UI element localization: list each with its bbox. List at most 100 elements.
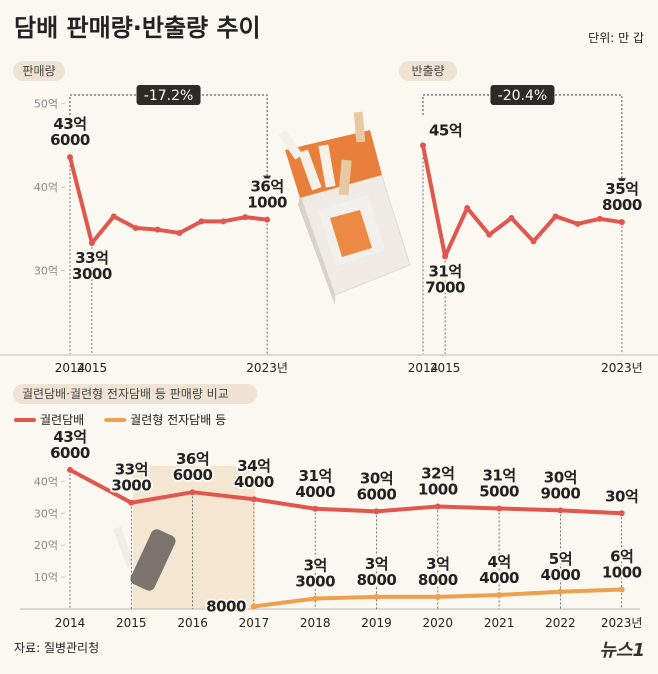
pill [13, 61, 65, 81]
value-label-line: 6000 [50, 444, 90, 462]
value-label: 31억 5000 [479, 466, 519, 500]
value-label-line: 4억 [487, 553, 510, 571]
value-label: 35억 8000 [602, 180, 642, 214]
point [557, 507, 564, 514]
bracket-arrow [263, 175, 272, 183]
value-label: 31억 7000 [425, 262, 465, 296]
point [434, 593, 441, 600]
point [434, 503, 441, 510]
point [67, 466, 73, 473]
value-label: 4억 4000 [479, 553, 519, 587]
chart-label: 반출량 [411, 64, 444, 78]
value-label-line: 3억 [304, 556, 327, 574]
value-label: 43억 6000 [50, 115, 90, 149]
point [132, 225, 139, 232]
line [68, 155, 270, 246]
value-label-line: 30억 [605, 487, 638, 505]
point [264, 216, 271, 223]
value-label-line: 3000 [72, 265, 112, 283]
value-label-line: 43억 [53, 428, 86, 446]
value-label-line: 33억 [115, 461, 148, 479]
illustration [278, 111, 411, 305]
x-tick-label: 2015 [430, 361, 461, 375]
y-tick-label: 50억 [34, 98, 58, 111]
value-label-line: 8000 [602, 196, 642, 214]
value-label-line: 3000 [111, 477, 151, 495]
point [618, 586, 625, 593]
value-label: 36억 1000 [247, 178, 287, 212]
value-label: 33억 3000 [72, 249, 112, 283]
point [618, 510, 625, 517]
point [154, 226, 161, 233]
point [242, 214, 249, 221]
value-label: 45억 [429, 121, 462, 139]
value-label-line: 35억 [605, 180, 638, 198]
source: 자료: 질병관리청 [14, 641, 99, 655]
point [618, 219, 625, 226]
bracket [422, 94, 623, 179]
point [496, 505, 503, 512]
y-tick-label: 40억 [34, 181, 58, 194]
logo: 뉴스1 [599, 640, 645, 661]
value-label: 32억 1000 [418, 465, 458, 499]
point [596, 215, 603, 222]
value-label-line: 9000 [541, 484, 581, 502]
value-label-line: 7000 [425, 278, 465, 296]
value-label-line: 5억 [549, 550, 572, 568]
chart-label: 판매량 [22, 64, 55, 78]
value-label-line: 30억 [360, 469, 393, 487]
point [220, 218, 227, 225]
point [442, 253, 449, 260]
annotation: -17.2% [144, 88, 194, 104]
point [176, 230, 183, 237]
value-label-line: 33억 [75, 249, 108, 267]
point [373, 593, 380, 600]
x-tick-label: 2023년 [246, 361, 288, 375]
x-tick-label: 2023년 [601, 361, 643, 375]
x-tick-label: 2016 [177, 616, 208, 630]
x-tick-label: 2014 [408, 361, 439, 375]
value-label-line: 6000 [357, 485, 397, 503]
value-label: 3억 8000 [418, 555, 458, 589]
x-tick-label: 2022 [545, 616, 576, 630]
value-label: 43억 6000 [50, 428, 90, 462]
y-tick-label: 30억 [34, 265, 58, 278]
value-label-line: 4000 [295, 483, 335, 501]
value-label-line: 4000 [479, 569, 519, 587]
value-label: 30억 6000 [357, 469, 397, 503]
x-tick-label: 2018 [300, 616, 331, 630]
value-label-line: 45억 [429, 121, 462, 139]
annotation-box [490, 85, 555, 105]
value-label-line: 32억 [421, 465, 454, 483]
point [189, 489, 196, 496]
value-label-line: 8000 [357, 571, 397, 589]
point [508, 214, 515, 221]
bracket [69, 94, 268, 176]
point [128, 499, 135, 506]
value-label: 30억 [605, 487, 638, 505]
value-label-line: 1000 [418, 481, 458, 499]
value-label-line: 6000 [50, 131, 90, 149]
value-label-line: 43억 [53, 115, 86, 133]
page-title: 담배 판매량·반출량 추이 [14, 14, 261, 42]
value-label-line: 1000 [247, 194, 287, 212]
value-label-line: 6000 [173, 466, 213, 484]
x-tick-label: 2014 [55, 616, 86, 630]
point [552, 213, 559, 220]
pill [399, 61, 457, 81]
value-label: 3억 8000 [357, 555, 397, 589]
point [88, 240, 95, 247]
point [67, 154, 73, 161]
value-label-line: 3억 [365, 555, 388, 573]
point [373, 508, 380, 515]
value-label-line: 4000 [541, 566, 581, 584]
value-label: 8000 [206, 597, 246, 615]
point [420, 142, 426, 149]
x-tick-label: 2015 [116, 616, 147, 630]
line [421, 143, 624, 259]
value-label-line: 31억 [429, 262, 462, 280]
value-label: 31억 4000 [295, 467, 335, 501]
value-label-line: 36억 [251, 178, 284, 196]
point [530, 238, 537, 245]
value-label-line: 36억 [176, 450, 209, 468]
